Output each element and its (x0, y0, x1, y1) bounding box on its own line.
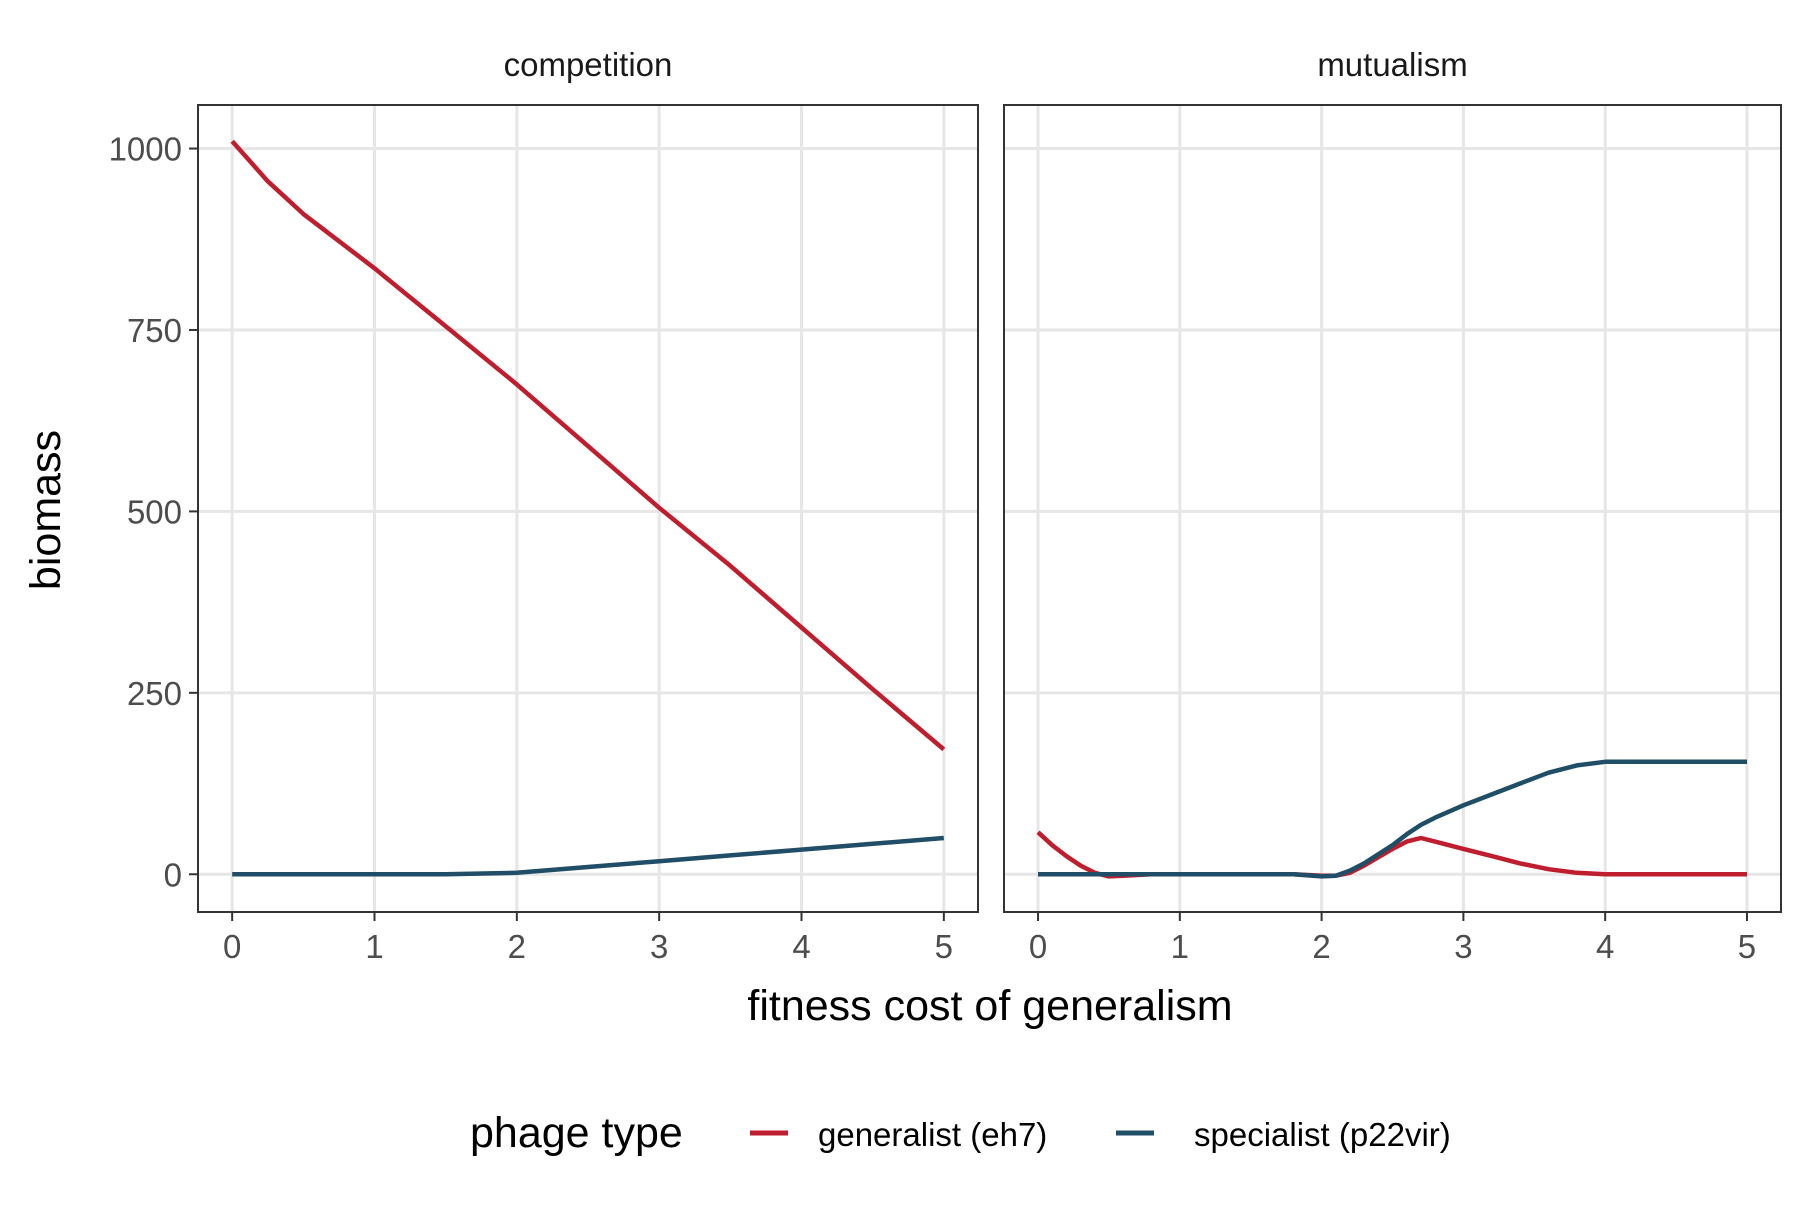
x-tick-label: 0 (223, 928, 241, 965)
series-line-specialist (1038, 759, 1747, 879)
x-tick-label: 3 (1454, 928, 1472, 965)
x-tick-label: 1 (365, 928, 383, 965)
x-tick-label: 2 (1312, 928, 1330, 965)
y-axis-title: biomass (22, 430, 70, 590)
y-tick-label: 500 (127, 493, 182, 530)
gridlines (198, 105, 978, 912)
series-line-generalist (230, 139, 946, 752)
series-line-specialist (232, 835, 944, 877)
facet-strip-label: competition (504, 46, 673, 83)
x-tick-label: 4 (792, 928, 810, 965)
y-tick-label: 0 (164, 856, 182, 893)
x-tick-label: 5 (935, 928, 953, 965)
panel-mutualism: mutualism 0 1 2 3 4 5 (1003, 46, 1782, 965)
legend-label-specialist: specialist (p22vir) (1194, 1116, 1451, 1153)
x-tick-label: 1 (1171, 928, 1189, 965)
legend: phage type generalist (eh7) specialist (… (470, 1109, 1451, 1157)
legend-title: phage type (470, 1109, 683, 1157)
x-axis-title: fitness cost of generalism (747, 982, 1232, 1030)
panel-border (197, 104, 979, 913)
x-tick-label: 5 (1738, 928, 1756, 965)
x-tick-label: 3 (650, 928, 668, 965)
x-tick-label: 4 (1596, 928, 1614, 965)
x-tick-label: 0 (1029, 928, 1047, 965)
y-tick-label: 750 (127, 312, 182, 349)
facet-strip-label: mutualism (1317, 46, 1467, 83)
panel-competition: competition 0 1 2 3 4 5 0 250 500 750 1000 (109, 46, 979, 965)
panel-border (1003, 104, 1782, 913)
y-tick-label: 1000 (109, 131, 182, 168)
y-tick-label: 250 (127, 675, 182, 712)
x-tick-label: 2 (508, 928, 526, 965)
legend-label-generalist: generalist (eh7) (818, 1116, 1047, 1153)
